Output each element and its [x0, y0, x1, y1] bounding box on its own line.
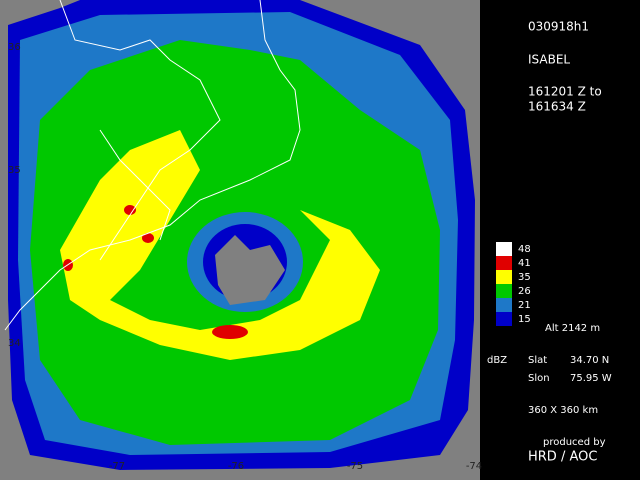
legend-level: 41	[518, 258, 531, 269]
legend-level: 15	[518, 314, 531, 325]
legend-level: 35	[518, 272, 531, 283]
lon-value: 75.95 W	[570, 373, 612, 384]
legend-swatch	[496, 284, 512, 298]
time-end: 161634 Z	[528, 100, 586, 114]
lon-label: -75	[347, 461, 363, 472]
credit-org: HRD / AOC	[528, 450, 597, 465]
lat-label: 36	[8, 42, 21, 53]
legend-level: 48	[518, 244, 531, 255]
info-panel: 030918h1 ISABEL 161201 Z to 161634 Z Alt…	[487, 20, 612, 465]
axes: 36 35 34 -77 -76 -75 -74	[8, 42, 482, 472]
coastline	[59, 0, 221, 261]
legend-swatch	[496, 312, 512, 326]
domain-size: 360 X 360 km	[528, 405, 598, 416]
echo-41	[142, 233, 154, 243]
lat-value: 34.70 N	[570, 355, 609, 366]
legend-swatch	[496, 256, 512, 270]
altitude: Alt 2142 m	[545, 323, 600, 334]
coastline	[4, 0, 301, 331]
credit-line: produced by	[543, 437, 606, 448]
coastline	[4, 0, 301, 331]
lon-label: -77	[109, 461, 125, 472]
lon-label: Slon	[528, 373, 550, 384]
echo-35	[60, 130, 380, 360]
coastline	[99, 129, 171, 241]
lat-label: 34	[8, 338, 21, 349]
legend-level: 21	[518, 300, 531, 311]
echo-41	[212, 325, 248, 339]
flight-id: 030918h1	[528, 20, 589, 34]
legend-swatch	[496, 298, 512, 312]
legend-swatch	[496, 270, 512, 284]
lon-label: -76	[228, 461, 244, 472]
legend-unit: dBZ	[487, 355, 507, 366]
lat-label: 35	[8, 165, 21, 176]
legend-level: 26	[518, 286, 531, 297]
legend-swatch	[496, 242, 512, 256]
radar-map	[0, 0, 480, 480]
storm-name: ISABEL	[528, 53, 570, 67]
lat-label: Slat	[528, 355, 547, 366]
eye	[215, 235, 285, 305]
echo-41	[124, 205, 136, 215]
time-start: 161201 Z to	[528, 85, 602, 99]
lon-label: -74	[466, 461, 482, 472]
